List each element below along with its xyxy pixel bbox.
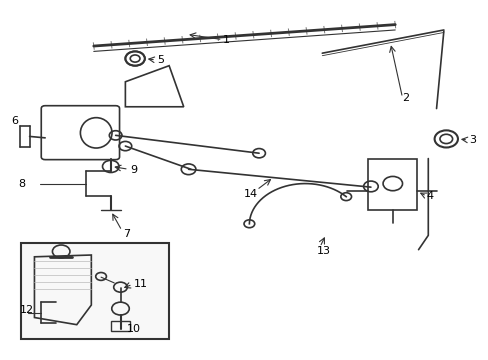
Text: 9: 9	[130, 165, 137, 175]
Text: 12: 12	[20, 305, 34, 315]
Text: 5: 5	[157, 55, 163, 65]
Bar	[368, 158, 416, 210]
Text: 13: 13	[316, 246, 330, 256]
Text: 4: 4	[426, 191, 433, 201]
Text: 3: 3	[468, 135, 476, 145]
Text: 7: 7	[122, 229, 130, 239]
Text: 6: 6	[11, 116, 18, 126]
Text: 1: 1	[222, 35, 229, 45]
Bar	[111, 321, 130, 331]
Text: 8: 8	[19, 179, 25, 189]
Text: 10: 10	[126, 324, 141, 334]
Bar	[21, 243, 169, 339]
Text: 2: 2	[402, 93, 409, 103]
Text: 11: 11	[133, 279, 147, 289]
Text: 14: 14	[243, 189, 257, 199]
